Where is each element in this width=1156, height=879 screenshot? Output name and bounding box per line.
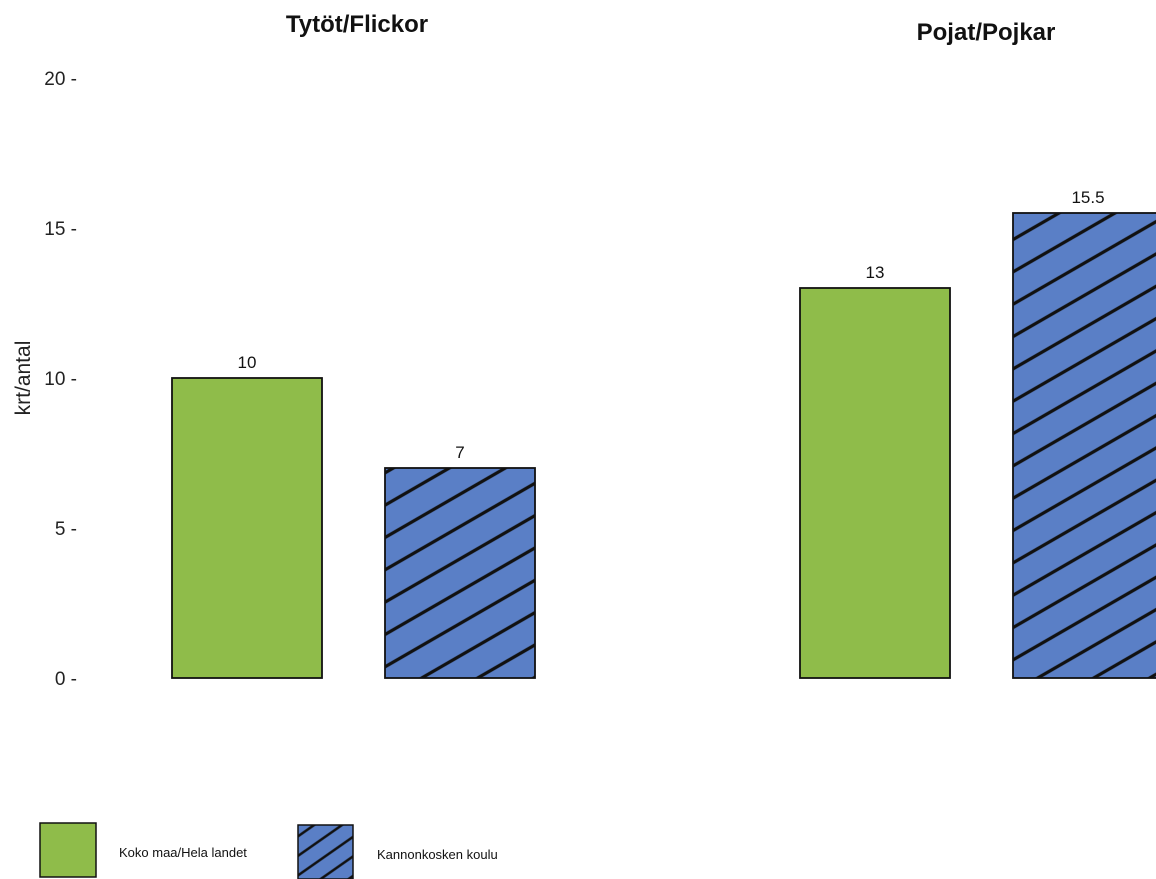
bar-series-1-panel-0 [384,467,536,679]
y-axis-label: krt/antal [12,341,35,416]
bar-series-0-panel-0 [171,377,323,679]
y-axis-ticks: 0 - 5 - 10 - 15 - 20 - [44,69,77,690]
y-tick-label: 10 - [44,369,77,390]
y-tick-label: 15 - [44,219,77,240]
bar-series-1-panel-1 [1012,212,1156,679]
legend-label-kannonkoski: Kannonkosken koulu [377,847,498,862]
data-label-series-0-panel-0: 10 [238,353,257,372]
data-label-series-1-panel-0: 7 [455,443,464,462]
panel-title-boys: Pojat/Pojkar [917,19,1056,46]
panel-title-girls: Tytöt/Flickor [286,11,428,38]
y-tick-label: 5 - [55,519,77,540]
legend-swatch-kannonkoski [297,824,354,879]
legend-label-koko-maa: Koko maa/Hela landet [119,845,247,860]
data-label-series-0-panel-1: 13 [866,263,885,282]
data-label-series-1-panel-1: 15.5 [1071,188,1104,207]
bars-group [171,212,1156,679]
y-tick-label: 0 - [55,669,77,690]
legend: Koko maa/Hela landet Kannonkosken koulu [39,822,498,879]
legend-swatch-koko-maa [39,822,97,878]
y-tick-label: 20 - [44,69,77,90]
bar-series-0-panel-1 [799,287,951,679]
data-labels-group: 10 13 7 15.5 [238,188,1105,462]
